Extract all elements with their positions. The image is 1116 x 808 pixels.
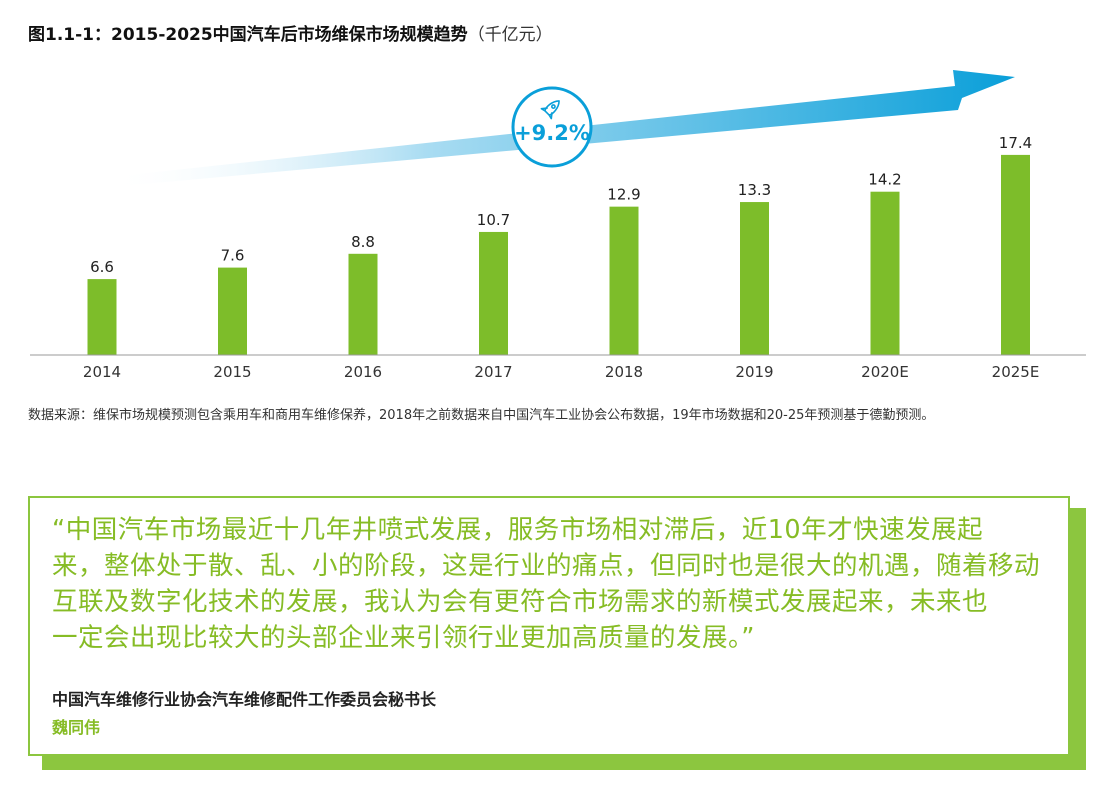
bar-2015 — [218, 267, 247, 355]
data-source-note: 数据来源：维保市场规模预测包含乘用车和商用车维修保养，2018年之前数据来自中国… — [28, 408, 935, 423]
growth-rate-label: +9.2% — [514, 121, 590, 145]
value-label-2015: 7.6 — [221, 247, 245, 265]
bar-2014 — [87, 279, 117, 355]
x-tick-label-2014: 2014 — [83, 363, 121, 381]
bar-2020E — [870, 191, 900, 355]
value-label-2018: 12.9 — [607, 186, 640, 204]
value-label-2016: 8.8 — [351, 233, 375, 251]
x-tick-label-2025E: 2025E — [992, 363, 1040, 381]
x-tick-label-2017: 2017 — [474, 363, 512, 381]
x-tick-label-2016: 2016 — [344, 363, 382, 381]
quote-line: 一定会出现比较大的头部企业来引领行业更加高质量的发展。” — [52, 623, 755, 653]
quote-line: 互联及数字化技术的发展，我认为会有更符合市场需求的新模式发展起来，未来也 — [52, 587, 989, 617]
value-label-2025E: 17.4 — [999, 134, 1032, 152]
quote-line: 来，整体处于散、乱、小的阶段，这是行业的痛点，但同时也是很大的机遇，随着移动 — [52, 551, 1041, 581]
value-label-2014: 6.6 — [90, 258, 114, 276]
quote-text: “中国汽车市场最近十几年井喷式发展，服务市场相对滞后，近10年才快速发展起 来，… — [52, 512, 1052, 656]
x-tick-label-2018: 2018 — [605, 363, 643, 381]
quote-box: “中国汽车市场最近十几年井喷式发展，服务市场相对滞后，近10年才快速发展起 来，… — [28, 496, 1070, 756]
chart-title: 图1.1-1：2015-2025中国汽车后市场维保市场规模趋势（千亿元） — [28, 20, 553, 45]
x-tick-label-2019: 2019 — [735, 363, 773, 381]
bar-2019 — [740, 202, 769, 355]
value-label-2017: 10.7 — [477, 211, 510, 229]
author-name: 魏同伟 — [52, 718, 101, 737]
chart-title-main: 图1.1-1：2015-2025中国汽车后市场维保市场规模趋势 — [28, 25, 468, 45]
bar-2017 — [479, 231, 508, 355]
x-tick-label-2020E: 2020E — [861, 363, 909, 381]
bar-chart: 6.6 2014 7.6 2015 8.8 2016 10.7 2017 12.9 2018 13.… — [30, 70, 1086, 381]
author-role: 中国汽车维修行业协会汽车维修配件工作委员会秘书长 — [52, 690, 437, 709]
chart-title-unit: （千亿元） — [467, 25, 553, 45]
bar-2025E — [1001, 154, 1030, 355]
value-label-2019: 13.3 — [738, 181, 771, 199]
bar-2016 — [348, 253, 378, 355]
bar-2018 — [609, 206, 639, 355]
value-label-2020E: 14.2 — [868, 171, 901, 189]
rocket-icon — [540, 100, 560, 120]
x-tick-label-2015: 2015 — [213, 363, 251, 381]
quote-line: “中国汽车市场最近十几年井喷式发展，服务市场相对滞后，近10年才快速发展起 — [52, 515, 984, 545]
growth-badge: +9.2% — [511, 86, 593, 168]
